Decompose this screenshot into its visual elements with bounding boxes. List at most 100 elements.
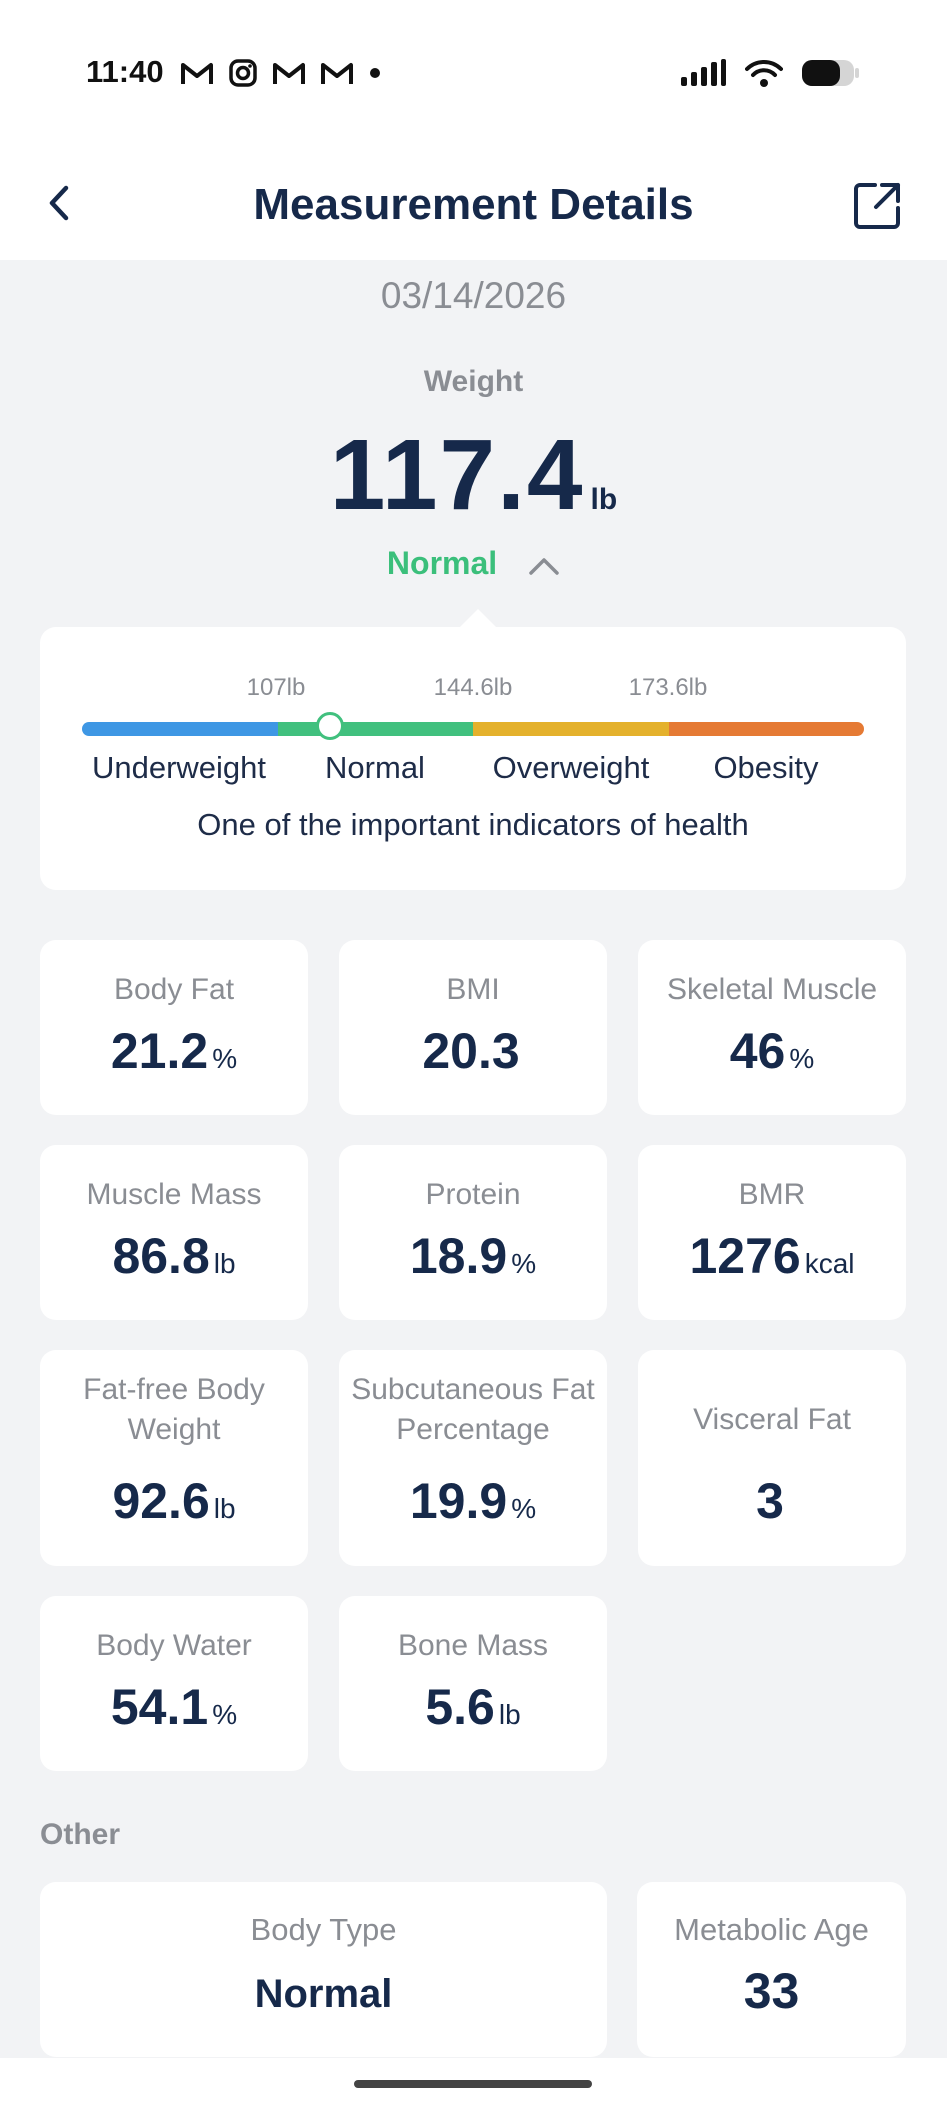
metric-card-protein[interactable]: Protein 18.9% [339, 1145, 607, 1320]
metric-label: Protein [425, 1178, 521, 1211]
metric-unit: % [789, 1043, 815, 1074]
metric-label: Body Water [96, 1629, 252, 1662]
category-label: Underweight [91, 750, 267, 785]
metric-card-body-fat[interactable]: Body Fat 21.2% [40, 940, 308, 1115]
metric-card-bmi[interactable]: BMI 20.3 [339, 940, 607, 1115]
body-type-card[interactable]: Body Type Normal [40, 1882, 607, 2057]
metric-unit: % [212, 1043, 238, 1074]
status-bar: 11:40 [0, 0, 947, 150]
metric-value-row: 86.8 lb [40, 1227, 308, 1285]
category-label: Obesity [713, 750, 819, 785]
metric-value: 54.1 [110, 1679, 209, 1735]
home-indicator[interactable] [354, 2080, 592, 2088]
metric-value-row: 20.3 [339, 1022, 607, 1080]
metric-value-row: 1276 kcal [638, 1227, 906, 1285]
metric-unit: lb [213, 1493, 236, 1524]
metric-value-row: 54.1% [40, 1678, 308, 1736]
metric-card-body-water[interactable]: Body Water 54.1% [40, 1596, 308, 1771]
weight-unit: lb [590, 483, 618, 516]
metabolic-age-value: 33 [743, 1963, 800, 2019]
gmail-icon [273, 63, 305, 84]
metric-unit: kcal [804, 1248, 855, 1279]
battery-icon [802, 60, 859, 86]
metric-value: 86.8 [112, 1228, 210, 1284]
header: Measurement Details [0, 150, 947, 260]
status-time: 11:40 [86, 54, 164, 89]
metric-value-row: 19.9% [339, 1472, 607, 1530]
metric-card-bmr[interactable]: BMR 1276 kcal [638, 1145, 906, 1320]
weight-display: 117.4 lb [0, 418, 947, 533]
metric-value-row: 3 [638, 1472, 906, 1530]
chevron-left-icon [49, 185, 69, 221]
metric-unit: lb [498, 1699, 521, 1730]
range-segment-overweight [473, 722, 669, 736]
metric-label: Visceral Fat [693, 1403, 851, 1436]
measurement-date: 03/14/2026 [380, 275, 567, 316]
body-type-value: Normal [254, 1972, 393, 2016]
range-note: One of the important indicators of healt… [197, 807, 749, 842]
gmail-icon [181, 63, 213, 84]
signal-icon [681, 59, 726, 86]
metric-value-row: 92.6 lb [40, 1472, 308, 1530]
range-segment-normal [277, 722, 473, 736]
weight-value: 117.4 [329, 419, 585, 531]
metric-value: 3 [756, 1473, 784, 1529]
category-label: Overweight [492, 750, 650, 785]
metric-card-skeletal-muscle[interactable]: Skeletal Muscle 46% [638, 940, 906, 1115]
threshold-label: 173.6lb [628, 674, 708, 701]
notification-icons [180, 58, 382, 88]
weight-range-bar [82, 722, 864, 736]
metric-label: Muscle Mass [86, 1178, 262, 1211]
page-title: Measurement Details [253, 180, 694, 229]
metric-unit: % [511, 1493, 537, 1524]
weight-marker [315, 712, 344, 740]
weight-status: Normal [386, 545, 498, 581]
metric-label: Bone Mass [397, 1629, 549, 1662]
metric-value: 20.3 [422, 1023, 520, 1079]
chevron-up-icon [529, 557, 559, 575]
metric-value: 18.9 [409, 1228, 508, 1284]
share-external-icon [854, 183, 900, 229]
metric-label: Subcutaneous Fat Percentage [351, 1373, 595, 1446]
system-icons [679, 58, 861, 88]
category-label: Normal [325, 750, 425, 785]
gmail-icon [321, 63, 353, 84]
metric-card-bone-mass[interactable]: Bone Mass 5.6 lb [339, 1596, 607, 1771]
weight-status-toggle[interactable]: Normal [0, 545, 947, 582]
metric-label: Skeletal Muscle [666, 973, 878, 1006]
metric-value: 92.6 [112, 1473, 210, 1529]
metric-value: 21.2 [110, 1023, 209, 1079]
metric-card-subcutaneous-fat[interactable]: Subcutaneous Fat Percentage 19.9% [339, 1350, 607, 1566]
weight-label: Weight [423, 365, 524, 398]
metabolic-age-card[interactable]: Metabolic Age 33 [637, 1882, 906, 2057]
range-card-pointer [460, 609, 496, 627]
metric-card-visceral-fat[interactable]: Visceral Fat 3 [638, 1350, 906, 1566]
back-button[interactable] [40, 178, 80, 228]
metric-label: BMI [446, 973, 500, 1006]
metric-label: Fat-free Body Weight [83, 1373, 265, 1446]
dot-icon [370, 68, 380, 78]
metric-label: Body Fat [113, 973, 235, 1006]
metric-card-fat-free-body-weight[interactable]: Fat-free Body Weight 92.6 lb [40, 1350, 308, 1566]
section-title-other: Other [40, 1818, 121, 1851]
range-segment-underweight [82, 722, 278, 736]
metric-value-row: 46% [638, 1022, 906, 1080]
metric-value: 5.6 [425, 1679, 495, 1735]
threshold-label: 107lb [246, 674, 306, 701]
metric-value-row: 21.2% [40, 1022, 308, 1080]
metric-unit: % [212, 1699, 238, 1730]
share-button[interactable] [851, 180, 903, 232]
metric-value-row: 18.9% [339, 1227, 607, 1285]
wifi-icon [745, 59, 783, 87]
range-segment-obesity [668, 722, 864, 736]
metric-value: 46 [729, 1023, 786, 1079]
metric-value: 1276 [689, 1228, 801, 1284]
metric-card-muscle-mass[interactable]: Muscle Mass 86.8 lb [40, 1145, 308, 1320]
weight-range-card: 107lb 144.6lb 173.6lb Underweight Normal… [40, 627, 906, 890]
metric-unit: % [511, 1248, 537, 1279]
instagram-icon [229, 59, 257, 87]
metric-value-row: 5.6 lb [339, 1678, 607, 1736]
metric-value: 19.9 [409, 1473, 508, 1529]
metric-label: BMR [738, 1178, 806, 1211]
metabolic-age-label: Metabolic Age [674, 1912, 869, 1947]
